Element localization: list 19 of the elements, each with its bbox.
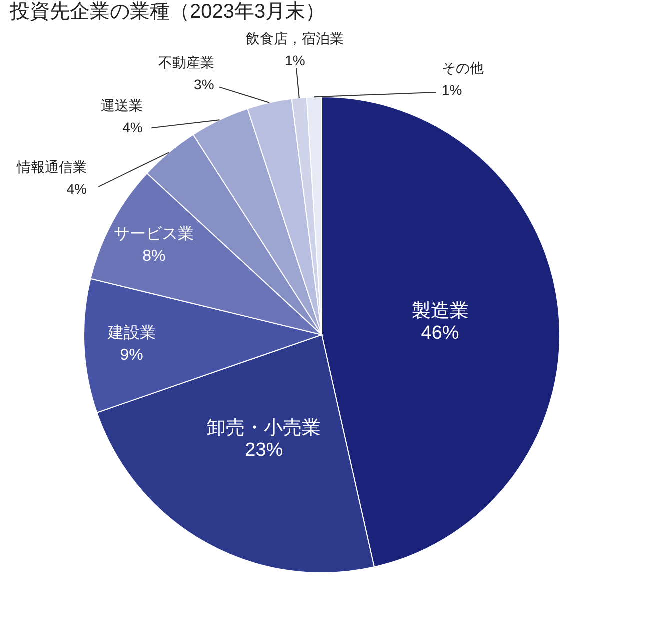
slice-label: 製造業 [412, 300, 469, 322]
data-label: 1% [442, 82, 462, 98]
slice-label: サービス業 [114, 225, 194, 244]
data-label: 4% [122, 119, 143, 136]
data-label: 8% [142, 248, 166, 266]
slice-label: 卸売・小売業 [207, 418, 322, 439]
chart-title: 投資先企業の業種（2023年3月末） [9, 1, 326, 23]
slice-label: 運送業 [100, 97, 143, 114]
slice-label: 情報通信業 [16, 159, 87, 176]
slice-label: 建設業 [106, 324, 156, 342]
data-label: 3% [194, 76, 214, 92]
data-label: 9% [120, 347, 144, 364]
slice-label: 飲食店，宿泊業 [246, 30, 344, 46]
slice-label: その他 [442, 60, 484, 76]
data-label: 46% [421, 322, 460, 344]
data-label: 1% [285, 52, 306, 68]
slice-label: 不動産業 [158, 54, 214, 70]
data-label: 23% [245, 440, 284, 461]
data-label: 4% [66, 181, 87, 198]
